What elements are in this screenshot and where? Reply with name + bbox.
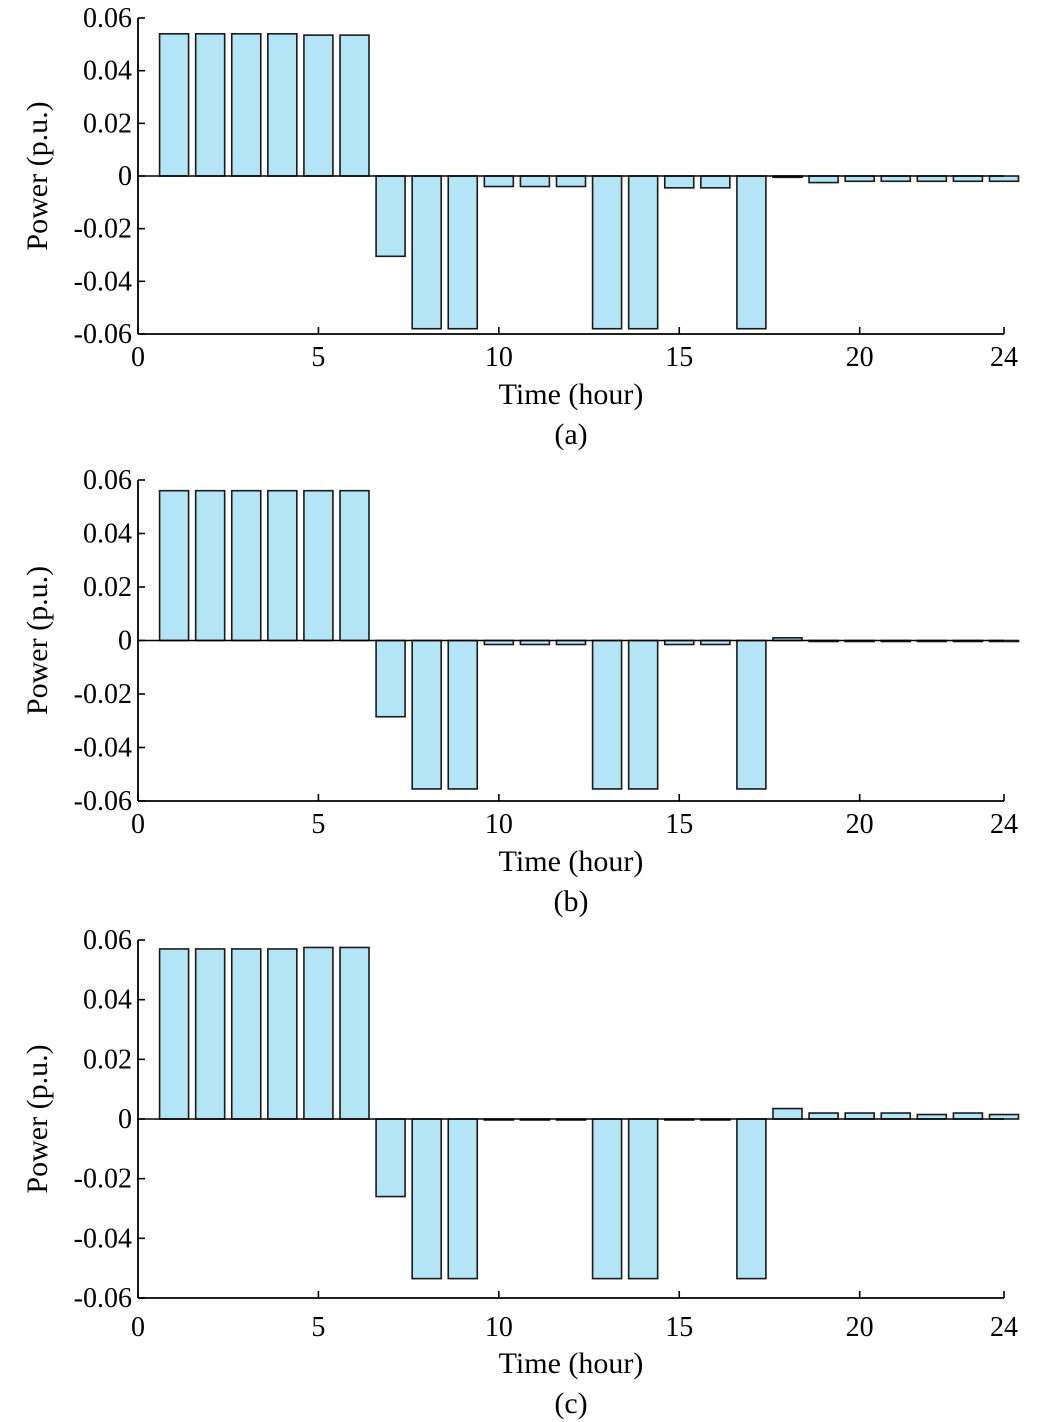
bar-hour-14 [627,1118,659,1280]
y-tick-label: -0.06 [74,319,132,350]
x-tick-label: 24 [990,809,1018,840]
y-tick-label: 0.04 [83,985,132,1016]
bar-hour-8 [411,639,442,790]
y-tick-label: 0.06 [83,925,132,956]
x-tick-label: 0 [131,342,145,373]
x-tick-label: 15 [665,1312,693,1343]
bar-hour-20 [844,1112,875,1120]
bar-hour-4 [267,948,298,1120]
bar-hour-9 [447,175,479,330]
y-axis-label: Power (p.u.) [21,1044,54,1193]
bar-hour-14 [627,175,659,330]
chart-panel-a: 0.060.040.020-0.02-0.04-0.060 5 10 15 20 24Ti… [21,3,1020,451]
y-tick-label: 0.02 [83,572,132,603]
y-tick-label: -0.04 [74,1223,132,1254]
x-tick-label: 15 [665,342,693,373]
bar-hour-8 [411,175,442,330]
bar-hour-15 [663,175,695,189]
x-tick-label: 0 [131,1312,145,1343]
bar-hour-23 [952,1112,984,1120]
bar-hour-9 [447,639,479,790]
y-tick-label: -0.02 [74,679,132,710]
bar-hour-17 [736,639,767,790]
bar-hour-4 [267,489,298,642]
y-axis-label: Power (p.u.) [21,101,54,250]
bar-hour-7 [375,639,406,718]
x-tick-label: 20 [846,1312,874,1343]
x-axis-label: Time (hour) [499,1347,644,1380]
y-tick-label: -0.02 [74,214,132,245]
bar-hour-21 [880,1112,912,1120]
bar-hour-14 [627,639,659,790]
y-tick-label: -0.02 [74,1164,132,1195]
bar-hour-10 [483,175,515,188]
x-tick-label: 0 [131,809,145,840]
bar-hour-4 [267,32,298,177]
bar-hour-19 [808,175,839,184]
y-tick-label: 0.02 [83,1044,132,1075]
x-tick-label: 10 [485,342,513,373]
bar-hour-6 [339,946,370,1120]
x-axis-label: Time (hour) [499,845,644,878]
bar-hour-17 [736,1118,767,1280]
bar-hour-7 [375,1118,406,1198]
bar-hour-1 [158,32,190,177]
bar-hour-3 [230,32,262,177]
x-tick-label: 20 [846,809,874,840]
bar-hour-6 [339,489,370,642]
panel-caption: (a) [554,418,587,451]
bar-hour-7 [375,175,406,258]
y-tick-label: 0.02 [83,108,132,139]
bar-hour-12 [555,175,587,188]
bar-hour-9 [447,1118,479,1280]
y-tick-label: -0.04 [74,733,132,764]
bar-hour-11 [519,175,551,188]
y-tick-label: -0.04 [74,266,132,297]
x-tick-label: 5 [311,342,325,373]
bar-hour-5 [303,489,334,642]
y-tick-label: 0.06 [83,465,132,496]
x-tick-label: 15 [665,809,693,840]
x-tick-label: 10 [485,809,513,840]
y-tick-label: -0.06 [74,786,132,817]
bar-hour-6 [339,34,370,177]
bar-hour-1 [158,948,190,1120]
chart-panel-c: 0.060.040.020-0.02-0.04-0.060 5 10 15 20 24Ti… [21,925,1020,1420]
x-tick-label: 5 [311,809,325,840]
bar-hour-19 [808,1112,839,1120]
panel-caption: (b) [554,885,589,918]
x-tick-label: 10 [485,1312,513,1343]
bar-hour-18 [772,1107,803,1120]
panel-caption: (c) [554,1387,587,1420]
bar-hour-2 [194,948,226,1120]
bar-hour-2 [194,32,226,177]
y-tick-label: 0.04 [83,519,132,550]
bar-hour-13 [591,175,623,330]
y-tick-label: 0 [118,626,132,657]
bar-hour-5 [303,946,334,1120]
y-tick-label: -0.06 [74,1283,132,1314]
chart-panel-b: 0.060.040.020-0.02-0.04-0.060 5 10 15 20 24Ti… [21,465,1020,918]
bar-hour-3 [230,948,262,1120]
bar-hour-13 [591,1118,623,1280]
x-tick-label: 20 [846,342,874,373]
x-tick-label: 24 [990,342,1018,373]
y-tick-label: 0.04 [83,56,132,87]
bar-hour-1 [158,489,190,642]
bar-hour-8 [411,1118,442,1280]
x-tick-label: 5 [311,1312,325,1343]
bar-hour-3 [230,489,262,642]
bar-hour-17 [736,175,767,330]
bar-hour-13 [591,639,623,790]
y-axis-label: Power (p.u.) [21,566,54,715]
y-tick-label: 0 [118,161,132,192]
x-tick-label: 24 [990,1312,1018,1343]
y-tick-label: 0.06 [83,3,132,34]
x-axis-label: Time (hour) [499,378,644,411]
bar-hour-16 [700,175,731,189]
y-tick-label: 0 [118,1104,132,1135]
bar-hour-5 [303,34,334,177]
bar-hour-2 [194,489,226,642]
